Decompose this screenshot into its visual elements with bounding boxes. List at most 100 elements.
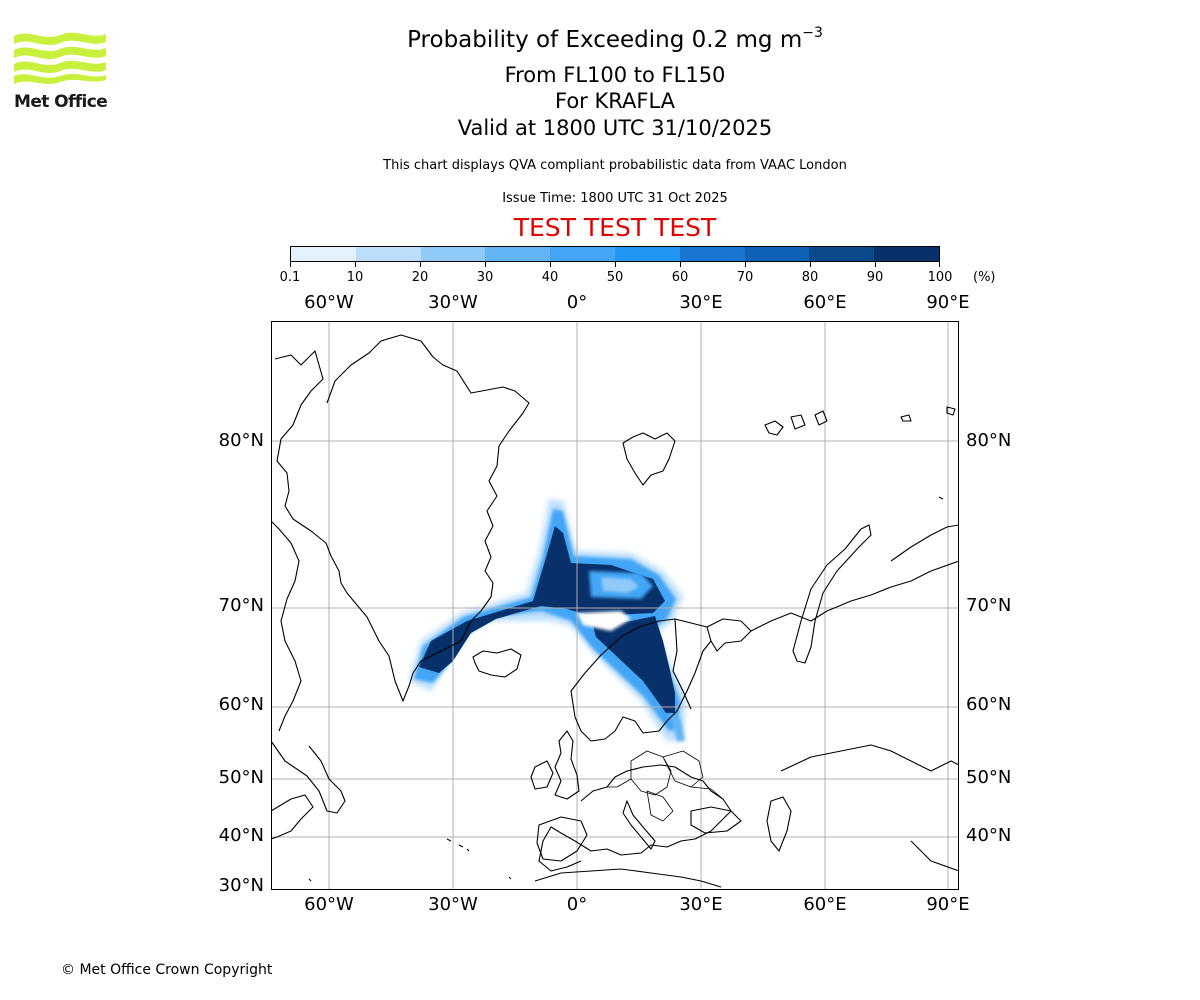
lat-label-right: 50°N: [966, 767, 1012, 788]
britain-coast: [554, 730, 580, 800]
lon-label-top: 60°E: [803, 292, 847, 313]
europe-coast: [538, 764, 732, 872]
colorbar-tick: [355, 262, 356, 267]
baffin-coast: [271, 520, 302, 732]
ireland-coast: [530, 760, 554, 790]
volcano-name: For KRAFLA: [555, 89, 675, 113]
met-office-logo: Met Office: [14, 30, 108, 112]
colorbar-tick: [420, 262, 421, 267]
colorbar-segment: [420, 247, 486, 261]
lon-label-bottom: 30°W: [428, 894, 478, 915]
colorbar-tick: [875, 262, 876, 267]
chart-title: Probability of Exceeding 0.2 mg m−3: [0, 25, 1200, 53]
colorbar: [290, 246, 940, 262]
country-borders: [607, 750, 724, 822]
kazakhstan-border: [780, 744, 959, 772]
colorbar-segment: [614, 247, 680, 261]
colorbar-tick-label: 0.1: [279, 270, 301, 285]
ash-plume: [409, 499, 686, 741]
lon-label-bottom: 30°E: [679, 894, 723, 915]
colorbar-tick-label: 90: [866, 270, 884, 285]
colorbar-segment: [291, 247, 356, 261]
colorbar-segment: [809, 247, 875, 261]
lat-label-right: 80°N: [966, 430, 1012, 451]
lon-label-top: 60°W: [304, 292, 354, 313]
colorbar-tick-label: 60: [671, 270, 689, 285]
colorbar-segment: [744, 247, 810, 261]
colorbar-tick: [745, 262, 746, 267]
colorbar-segment: [355, 247, 421, 261]
kola-coast: [706, 618, 752, 652]
scandinavia-coast: [570, 618, 712, 742]
valid-time: Valid at 1800 UTC 31/10/2025: [457, 116, 773, 140]
lat-label-left: 80°N: [218, 430, 264, 451]
colorbar-segment: [485, 247, 551, 261]
lon-label-top: 90°E: [926, 292, 970, 313]
lat-label-left: 50°N: [218, 767, 264, 788]
colorbar-tick-label: 20: [411, 270, 429, 285]
finland-border: [672, 618, 692, 710]
lat-label-left: 70°N: [218, 595, 264, 616]
italy-coast: [622, 800, 656, 850]
colorbar-tick-label: 70: [736, 270, 754, 285]
logo-text: Met Office: [14, 92, 108, 112]
iceland-coast: [472, 648, 522, 678]
chart-subtitle: This chart displays QVA compliant probab…: [383, 158, 847, 173]
map-svg: [271, 321, 959, 890]
atlantic-islands: [308, 838, 512, 882]
title-text: Probability of Exceeding 0.2 mg m: [407, 27, 803, 53]
taymyr-coast: [890, 524, 959, 562]
colorbar-segment: [679, 247, 745, 261]
lon-label-bottom: 0°: [566, 894, 588, 915]
franz-josef-coast: [764, 410, 828, 436]
iberia-coast: [536, 816, 588, 862]
level-range: From FL100 to FL150: [504, 63, 726, 87]
colorbar-tick: [810, 262, 811, 267]
colorbar-unit: (%): [973, 270, 996, 285]
colorbar-tick-label: 40: [541, 270, 559, 285]
white-sea-coast: [750, 560, 959, 632]
colorbar-tick: [939, 262, 940, 267]
lon-label-bottom: 60°E: [803, 894, 847, 915]
lon-label-bottom: 90°E: [926, 894, 970, 915]
coastlines: [271, 334, 959, 888]
colorbar-tick: [290, 262, 291, 267]
lat-label-right: 70°N: [966, 595, 1012, 616]
greenland-coast: [274, 334, 530, 702]
lon-label-top: 0°: [566, 292, 588, 313]
colorbar-tick: [485, 262, 486, 267]
labrador-coast: [271, 740, 346, 814]
colorbar-tick-label: 10: [346, 270, 364, 285]
colorbar-tick: [550, 262, 551, 267]
lon-label-top: 30°W: [428, 292, 478, 313]
met-office-waves-icon: [14, 32, 106, 84]
lat-label-left: 40°N: [218, 825, 264, 846]
colorbar-tick-label: 100: [927, 270, 953, 285]
lon-label-bottom: 60°W: [304, 894, 354, 915]
colorbar-tick: [615, 262, 616, 267]
africa-coast: [534, 868, 722, 888]
lat-label-right: 40°N: [966, 825, 1012, 846]
colorbar-tick: [680, 262, 681, 267]
map-frame: [271, 321, 959, 890]
caspian-coast: [766, 796, 792, 852]
colorbar-tick-label: 80: [801, 270, 819, 285]
lat-label-right: 60°N: [966, 694, 1012, 715]
issue-time: Issue Time: 1800 UTC 31 Oct 2025: [502, 191, 728, 206]
title-superscript: −3: [802, 25, 823, 41]
colorbar-segment: [550, 247, 615, 261]
novaya-zemlya-coast: [792, 524, 872, 664]
graticule: [271, 321, 959, 890]
nova-scotia-coast: [271, 794, 314, 840]
asia-coast: [910, 840, 959, 872]
map-panel[interactable]: [271, 321, 959, 890]
colorbar-tick-label: 30: [476, 270, 494, 285]
arctic-islands-east: [900, 406, 956, 500]
test-banner: TEST TEST TEST: [513, 213, 717, 242]
lon-label-top: 30°E: [679, 292, 723, 313]
black-sea-coast: [690, 806, 742, 834]
colorbar-segment: [874, 247, 939, 261]
svalbard-coast: [622, 432, 676, 486]
lat-label-left: 60°N: [218, 694, 264, 715]
copyright-notice: © Met Office Crown Copyright: [61, 962, 273, 978]
